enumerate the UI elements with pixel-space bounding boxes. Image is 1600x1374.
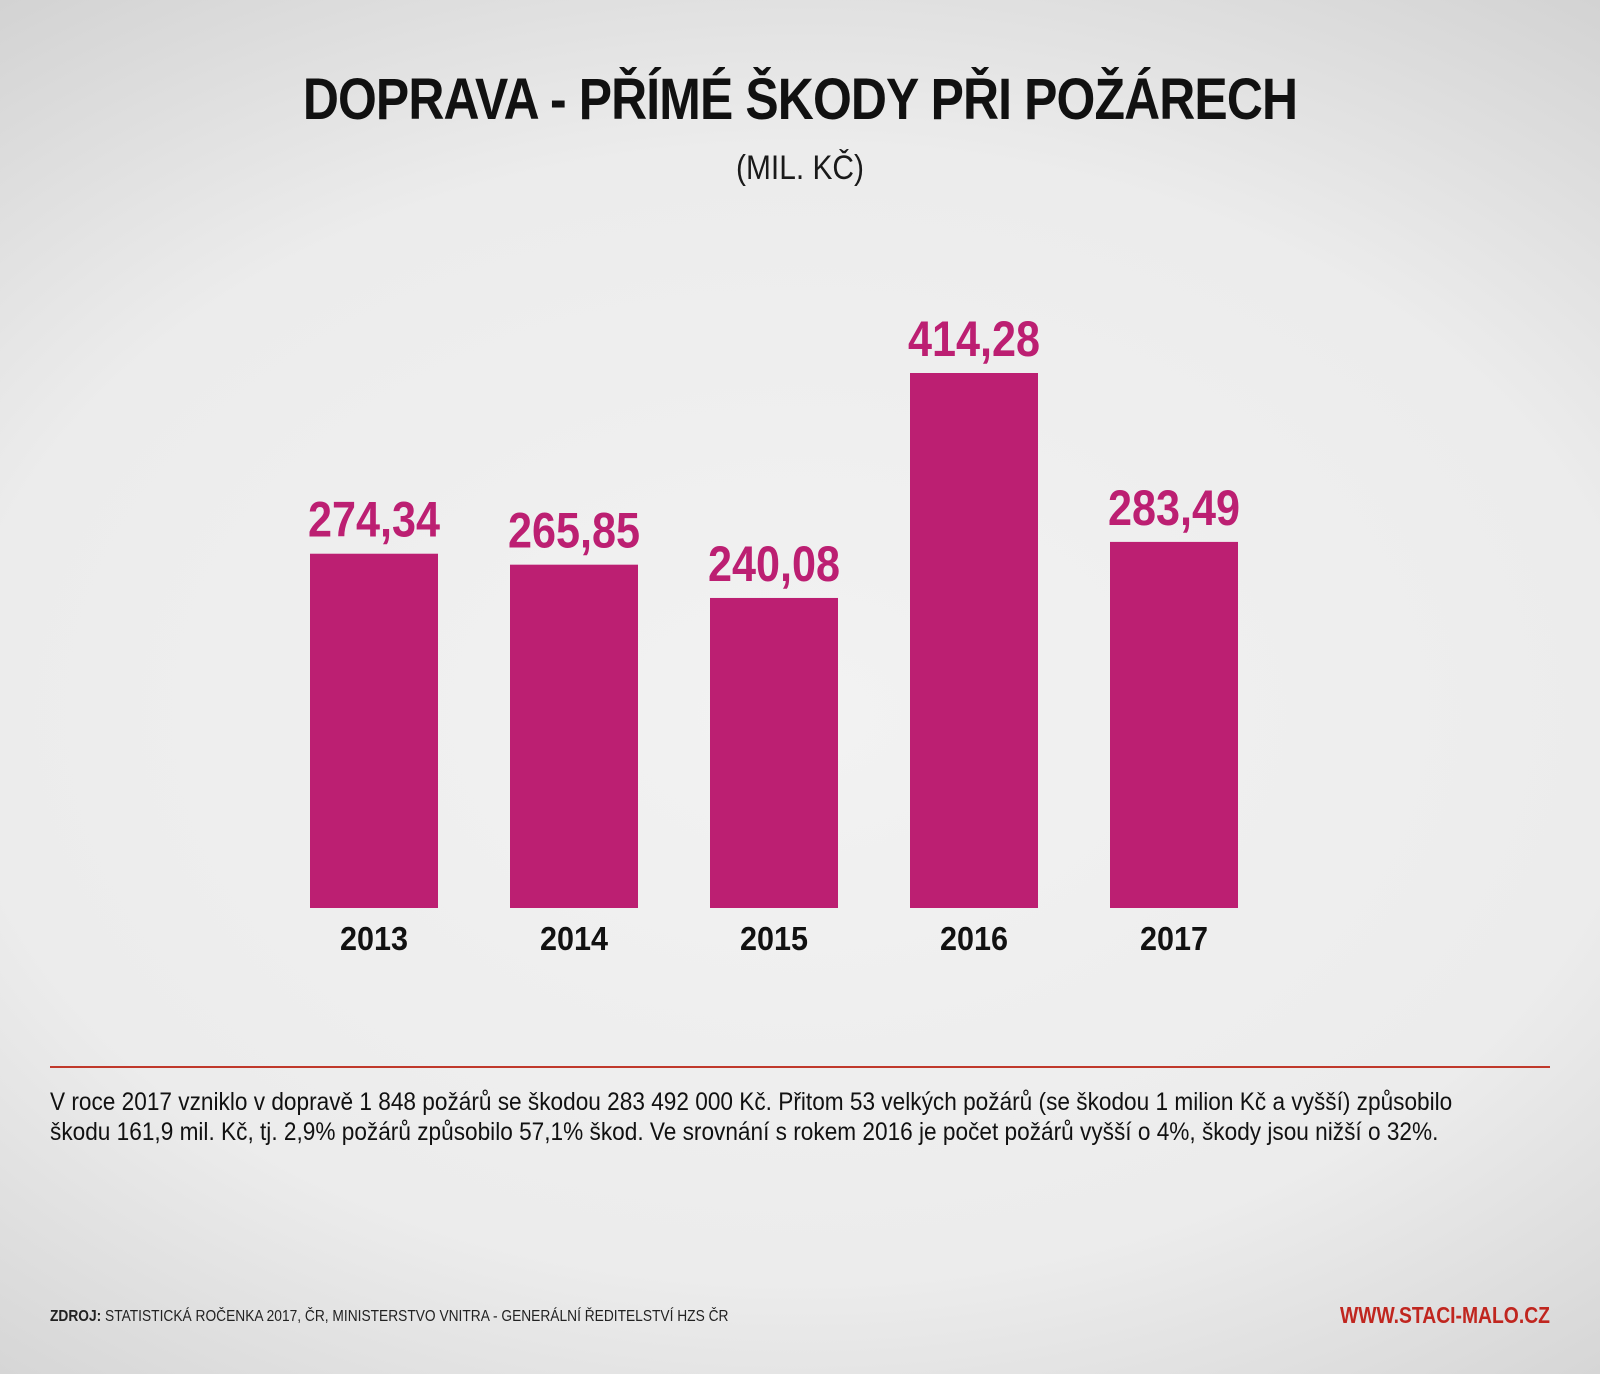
bar-chart: 274,34 2013 265,85 2014 240,08 2015 414,28 2016… bbox=[308, 311, 1240, 957]
source-note: ZDROJ: STATISTICKÁ ROČENKA 2017, ČR, MIN… bbox=[50, 1308, 728, 1326]
source-label: ZDROJ: bbox=[50, 1308, 102, 1325]
value-label-2014: 265,85 bbox=[508, 503, 640, 559]
value-label-2016: 414,28 bbox=[908, 311, 1040, 367]
category-label-2015: 2015 bbox=[740, 920, 808, 957]
bar-2014 bbox=[510, 564, 638, 908]
value-label-2017: 283,49 bbox=[1108, 480, 1240, 536]
source-text: STATISTICKÁ ROČENKA 2017, ČR, MINISTERST… bbox=[105, 1308, 729, 1325]
value-label-2013: 274,34 bbox=[308, 492, 440, 548]
bar-2016 bbox=[910, 373, 1038, 908]
bar-2017 bbox=[1110, 541, 1238, 908]
category-label-2016: 2016 bbox=[940, 920, 1008, 957]
category-label-2014: 2014 bbox=[540, 920, 609, 957]
description-text: V roce 2017 vzniklo v dopravě 1 848 požá… bbox=[50, 1088, 1453, 1146]
category-label-2017: 2017 bbox=[1140, 920, 1208, 957]
bar-2015 bbox=[710, 597, 838, 908]
chart-title: DOPRAVA - PŘÍMÉ ŠKODY PŘI POŽÁRECH bbox=[302, 67, 1298, 132]
website-link[interactable]: WWW.STACI-MALO.CZ bbox=[1340, 1302, 1550, 1328]
bar-2013 bbox=[310, 553, 438, 908]
divider-line bbox=[50, 1066, 1550, 1068]
chart-subtitle: (MIL. KČ) bbox=[735, 149, 864, 187]
category-label-2013: 2013 bbox=[340, 920, 408, 957]
value-label-2015: 240,08 bbox=[708, 536, 840, 592]
